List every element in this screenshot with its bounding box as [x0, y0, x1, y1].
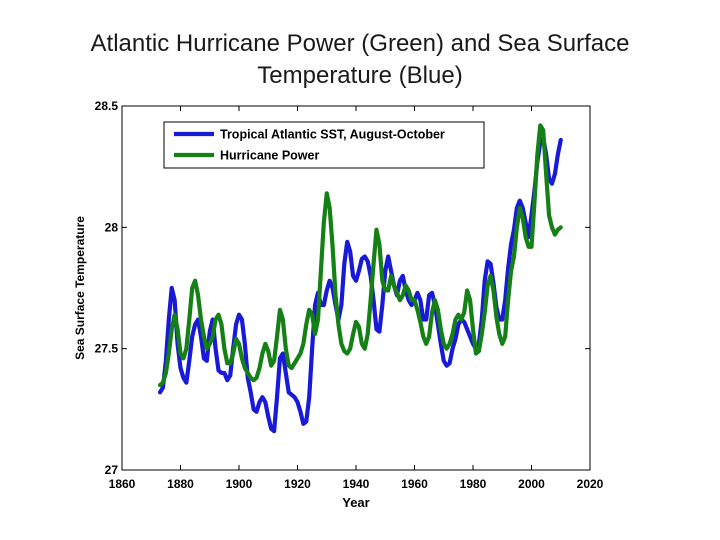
- x-tick-label: 1860: [109, 477, 136, 491]
- x-tick-label: 1980: [460, 477, 487, 491]
- x-axis-label: Year: [342, 495, 369, 510]
- y-axis-label: Sea Surface Temperature: [73, 216, 87, 360]
- y-tick-label: 27: [105, 463, 119, 477]
- legend: Tropical Atlantic SST, August-October Hur…: [163, 121, 485, 169]
- y-tick-label: 27.5: [95, 342, 119, 356]
- y-tick-label: 28: [105, 220, 119, 234]
- series-line-hurricane-power: [157, 123, 563, 388]
- slide-title: Atlantic Hurricane Power (Green) and Sea…: [0, 28, 720, 92]
- series-lines: [157, 123, 563, 434]
- title-line-1: Atlantic Hurricane Power (Green) and Sea…: [90, 30, 630, 57]
- x-tick-label: 2000: [518, 477, 545, 491]
- x-tick-label: 1880: [167, 477, 194, 491]
- legend-label: Hurricane Power: [220, 149, 319, 163]
- legend-box: [163, 121, 485, 169]
- title-line-2: Temperature (Blue): [257, 62, 463, 89]
- x-tick-label: 1900: [226, 477, 253, 491]
- x-tick-label: 2020: [577, 477, 604, 491]
- x-tick-label: 1920: [284, 477, 311, 491]
- x-tick-label: 1960: [401, 477, 428, 491]
- y-tick-label: 28.5: [95, 99, 119, 113]
- axis-ticks: 1860 1880 1900 1920 1940 1960 1980 2000 2020 27 27…: [95, 99, 604, 491]
- legend-label: Tropical Atlantic SST, August-October: [220, 128, 445, 142]
- x-tick-label: 1940: [343, 477, 370, 491]
